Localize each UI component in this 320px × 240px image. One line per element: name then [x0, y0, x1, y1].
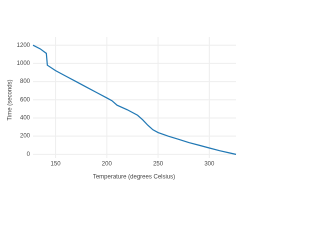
y-tick-label: 200 [20, 134, 31, 140]
y-axis-label: Time (seconds) [8, 79, 14, 120]
data-line [32, 44, 237, 155]
x-tick-label: 150 [51, 162, 62, 168]
y-tick-label: 0 [27, 152, 31, 158]
y-tick-label: 1200 [17, 43, 31, 49]
y-tick-label: 400 [20, 116, 31, 122]
y-tick-label: 800 [20, 79, 31, 85]
x-tick-label: 250 [153, 162, 164, 168]
x-tick-label: 300 [204, 162, 215, 168]
chart: Temperature (degrees Celsius) Time (seco… [8, 37, 237, 181]
y-tick-label: 600 [20, 97, 31, 103]
y-tick-label: 1000 [17, 61, 31, 67]
page: Temperature (degrees Celsius) Time (seco… [7, 37, 237, 181]
x-axis-label: Temperature (degrees Celsius) [93, 175, 175, 181]
x-tick-label: 200 [102, 162, 113, 168]
